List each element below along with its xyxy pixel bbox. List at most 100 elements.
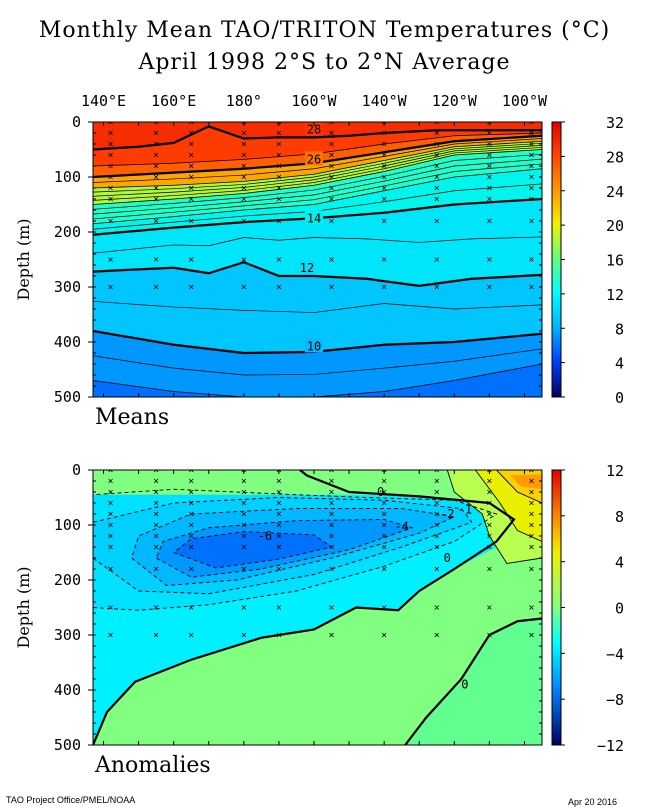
plot-frame xyxy=(92,121,543,398)
sample-marker xyxy=(276,196,282,202)
sample-marker xyxy=(241,470,247,473)
sample-marker xyxy=(241,489,247,495)
sample-marker xyxy=(434,218,440,224)
sample-marker xyxy=(487,522,492,528)
sample-marker xyxy=(381,489,387,495)
sample-marker xyxy=(241,511,247,517)
colorbar-tick-label: 0 xyxy=(615,389,624,407)
sample-marker xyxy=(329,196,334,202)
contour-label: 10 xyxy=(307,339,321,353)
isotherm-12 xyxy=(93,261,542,288)
sample-marker xyxy=(487,174,492,180)
sample-marker xyxy=(487,511,492,517)
sample-marker xyxy=(329,284,334,290)
colorbar-tick-label: 0 xyxy=(615,600,624,618)
y-tick-label: 300 xyxy=(54,626,81,644)
sample-marker xyxy=(188,152,194,158)
sample-marker xyxy=(381,511,387,517)
sample-marker xyxy=(434,511,440,517)
sample-marker xyxy=(529,174,534,180)
sample-marker xyxy=(276,470,282,473)
isotherm-19 xyxy=(93,153,542,210)
sample-marker xyxy=(153,500,159,506)
contour--1 xyxy=(93,488,498,611)
sample-marker xyxy=(381,566,387,572)
contour-label: -4 xyxy=(394,520,408,534)
isotherm-16 xyxy=(93,168,542,225)
colorbar-tick-label: 24 xyxy=(606,183,624,201)
sample-marker xyxy=(108,152,113,158)
sample-marker xyxy=(487,257,492,262)
sample-marker xyxy=(329,163,334,169)
sample-marker xyxy=(153,544,159,550)
fill-above-27 xyxy=(93,122,542,166)
sample-marker xyxy=(529,130,534,136)
sample-marker xyxy=(529,632,534,638)
panel-label: Means xyxy=(95,405,169,430)
colorbar-tick-label: 12 xyxy=(606,286,624,304)
sample-marker xyxy=(381,284,387,290)
sample-marker xyxy=(188,566,194,572)
sample-marker xyxy=(381,141,387,147)
sample-marker xyxy=(529,152,534,158)
sample-marker xyxy=(188,632,194,638)
sample-marker xyxy=(108,185,113,191)
sample-marker xyxy=(108,489,113,495)
sample-marker xyxy=(276,533,282,539)
sample-marker xyxy=(381,470,387,473)
sample-marker xyxy=(108,511,113,517)
sample-marker xyxy=(276,163,282,169)
sample-marker xyxy=(529,218,534,224)
sample-marker xyxy=(529,284,534,290)
sample-marker xyxy=(188,522,194,528)
sample-marker xyxy=(188,174,194,180)
contour-label-bg xyxy=(304,338,323,353)
sample-marker xyxy=(381,152,387,158)
sample-marker xyxy=(381,218,387,224)
isotherm-28 xyxy=(93,125,542,151)
sample-marker xyxy=(529,185,534,191)
isotherm-22 xyxy=(93,145,542,197)
sample-marker xyxy=(434,174,440,180)
y-tick-label: 0 xyxy=(72,113,81,131)
colorbar-tick-label: 20 xyxy=(606,217,624,235)
sample-marker xyxy=(329,632,334,638)
contour-1 xyxy=(446,470,542,564)
sample-marker xyxy=(241,284,247,290)
y-axis-label: Depth (m) xyxy=(14,218,33,300)
sample-marker xyxy=(188,163,194,169)
sample-marker xyxy=(329,257,334,262)
sample-marker xyxy=(381,174,387,180)
sample-marker xyxy=(434,632,440,638)
sample-marker xyxy=(188,218,194,224)
sample-marker xyxy=(153,284,159,290)
sample-marker xyxy=(108,284,113,290)
sample-marker xyxy=(241,500,247,506)
sample-marker xyxy=(276,511,282,517)
sample-marker xyxy=(381,257,387,262)
sample-marker xyxy=(329,478,334,484)
sample-marker xyxy=(241,174,247,180)
y-tick-label: 100 xyxy=(54,516,81,534)
sample-marker xyxy=(434,522,440,528)
contour-2 xyxy=(474,470,542,542)
sample-marker xyxy=(329,152,334,158)
sample-marker xyxy=(487,163,492,169)
colorbar-tick-label: −8 xyxy=(606,691,624,709)
sample-marker xyxy=(276,522,282,528)
sample-marker xyxy=(188,478,194,484)
sample-marker xyxy=(487,478,492,484)
colorbar-tick-label: 28 xyxy=(606,148,624,166)
isotherm-24 xyxy=(93,140,542,189)
sample-marker xyxy=(276,218,282,224)
sample-marker xyxy=(434,478,440,484)
sample-marker xyxy=(529,566,534,572)
sample-marker xyxy=(329,174,334,180)
chart-subtitle: April 1998 2°S to 2°N Average xyxy=(138,50,511,75)
isotherm-17 xyxy=(93,163,542,220)
sample-marker xyxy=(153,185,159,191)
y-tick-label: 100 xyxy=(54,168,81,186)
sample-marker xyxy=(276,122,282,125)
sample-marker xyxy=(529,489,534,495)
sample-marker xyxy=(241,632,247,638)
